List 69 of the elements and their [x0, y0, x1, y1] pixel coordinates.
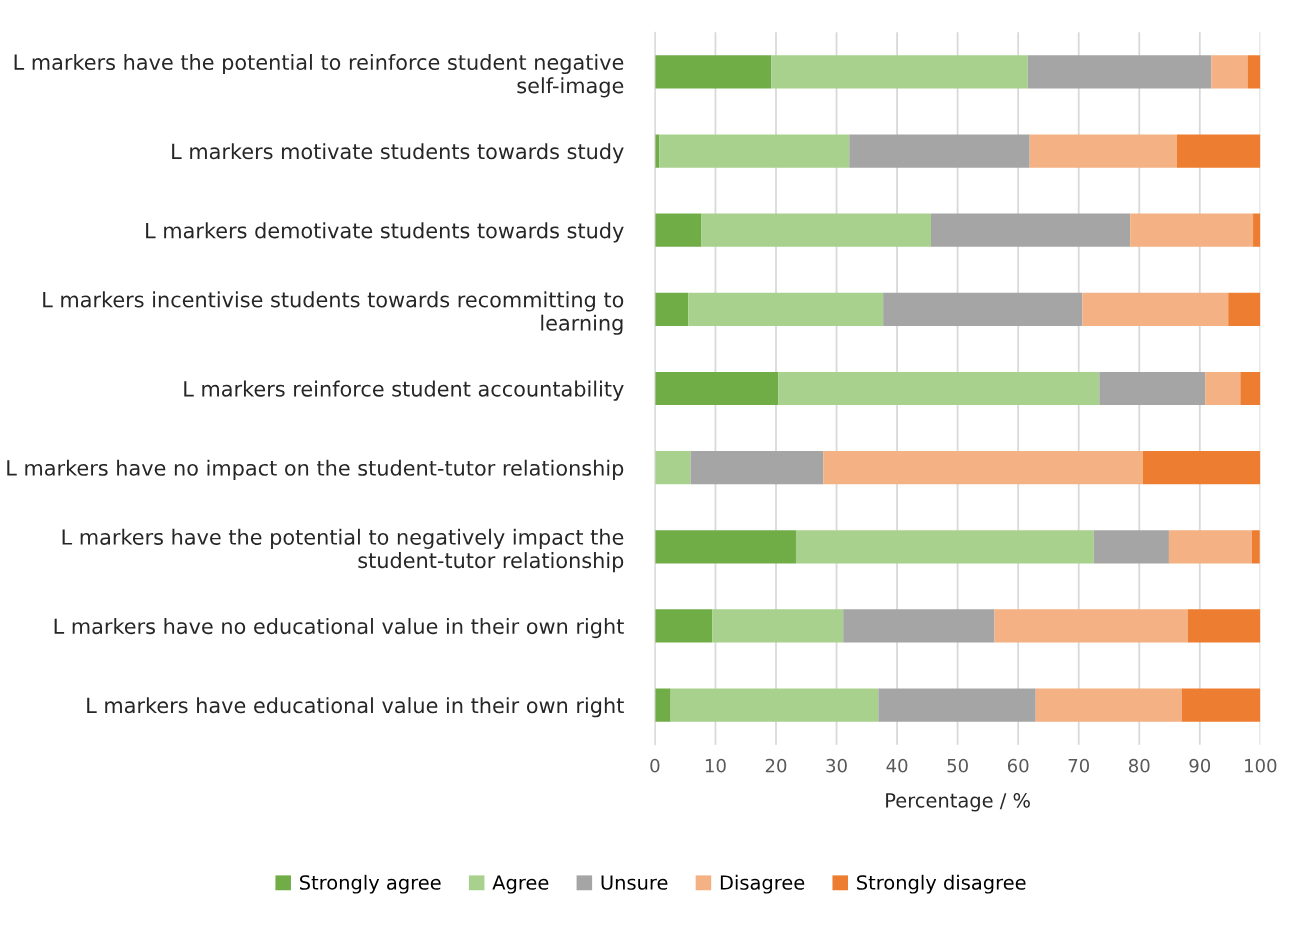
- legend-label: Unsure: [601, 875, 668, 890]
- x-tick-label: 70: [1068, 758, 1089, 773]
- bar: [1035, 688, 1182, 722]
- bar: [659, 134, 850, 168]
- bar: [654, 55, 772, 89]
- y-tick-label: L markers have the potential to negatively impact the student-tutor relationship: [62, 528, 624, 573]
- bar: [1240, 371, 1261, 406]
- bar: [688, 292, 884, 326]
- bar: [1168, 530, 1252, 564]
- bar: [1181, 688, 1261, 722]
- bar: [771, 55, 1028, 89]
- bar: [994, 609, 1188, 643]
- bar: [1027, 55, 1212, 89]
- x-tick-label: 0: [650, 758, 660, 773]
- x-tick-label: 100: [1245, 758, 1277, 773]
- bar: [849, 134, 1030, 168]
- bar: [1176, 134, 1261, 168]
- y-tick-label: L markers demotivate students towards study: [146, 222, 624, 243]
- y-tick-label: L markers reinforce student accountability: [184, 380, 624, 401]
- x-tick-label: 80: [1128, 758, 1150, 773]
- bar: [1247, 55, 1261, 89]
- bar: [712, 609, 844, 643]
- bar: [1205, 371, 1241, 406]
- x-tick-label: 10: [705, 758, 726, 773]
- bar: [654, 292, 689, 326]
- y-tick-label: L markers incentivise students towards recommitting to learning: [43, 291, 624, 335]
- bar: [670, 688, 879, 722]
- x-tick-label: 40: [886, 758, 908, 773]
- legend-label: Strongly disagree: [857, 874, 1026, 894]
- bar: [701, 213, 931, 247]
- bar: [878, 688, 1036, 722]
- y-tick-label: L markers motivate students towards study: [172, 143, 624, 164]
- legend-label: Disagree: [720, 874, 805, 894]
- x-tick-label: 30: [826, 758, 847, 773]
- legend-label: Agree: [492, 875, 549, 894]
- bar: [1211, 55, 1248, 89]
- x-tick-label: 90: [1189, 758, 1211, 773]
- bar: [654, 451, 691, 485]
- y-tick-label: L markers have no impact on the student-tutor relationship: [7, 459, 624, 480]
- bar: [654, 688, 671, 722]
- bar: [1099, 371, 1206, 406]
- x-tick-label: 60: [1007, 758, 1029, 773]
- bar: [1187, 609, 1261, 643]
- bar: [1029, 134, 1177, 168]
- bar: [1130, 213, 1254, 247]
- y-tick-label: L markers have no educational value in their own right: [54, 618, 624, 639]
- x-tick-label: 20: [765, 758, 787, 773]
- bar: [654, 213, 702, 247]
- legend-label: Strongly agree: [300, 874, 441, 894]
- bar: [1082, 292, 1229, 326]
- bar: [1228, 292, 1261, 326]
- bar: [654, 609, 713, 643]
- bar: [883, 292, 1083, 326]
- y-tick-label: L markers have the potential to reinforce student negative self-image: [14, 53, 624, 98]
- bar: [654, 530, 796, 564]
- bar: [1142, 451, 1261, 485]
- y-tick-label: L markers have educational value in their own right: [87, 697, 624, 718]
- bar: [795, 530, 1094, 564]
- bar: [1251, 530, 1260, 564]
- x-axis-title: Percentage / %: [886, 793, 1030, 812]
- bar: [930, 213, 1131, 247]
- bar: [843, 609, 995, 643]
- x-tick-label: 50: [947, 758, 968, 773]
- bar: [690, 451, 824, 485]
- bar: [1093, 530, 1169, 564]
- bar: [1253, 213, 1261, 247]
- bar: [778, 371, 1100, 406]
- bar: [823, 451, 1143, 485]
- bar: [654, 371, 779, 406]
